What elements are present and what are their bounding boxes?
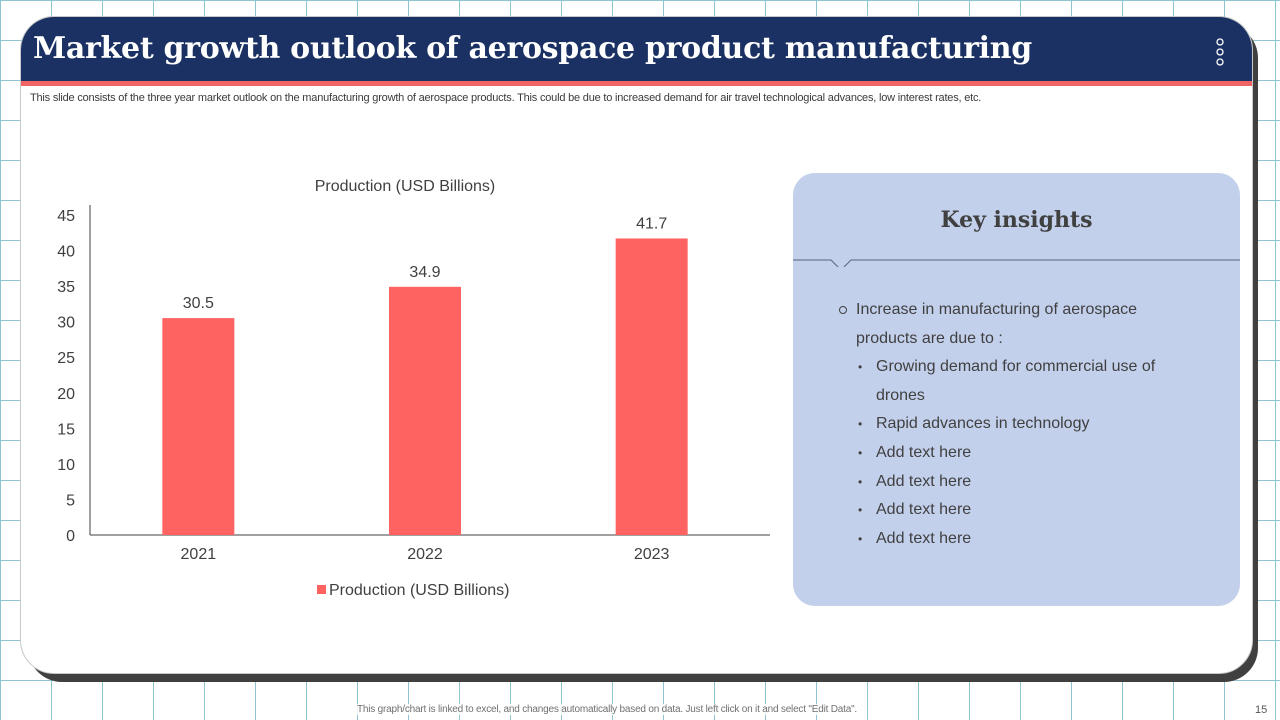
insight-sub-point: • Growing demand for commercial use of dr… (833, 353, 1193, 410)
x-tick-label: 2021 (181, 546, 217, 563)
legend-swatch (317, 585, 326, 594)
insight-sub-point-text: Add text here (876, 443, 972, 461)
insight-sub-point: • Add text here (833, 468, 1193, 497)
bar-chart[interactable]: Production (USD Billions) 0 5 10 15 20 25 30 35 4… (20, 160, 790, 620)
x-tick-label: 2023 (634, 546, 670, 563)
y-tick-label: 40 (57, 244, 75, 261)
dot-bullet-icon: • (858, 474, 863, 489)
bar (389, 286, 461, 535)
bar (615, 238, 688, 535)
dot-bullet-icon: • (858, 503, 863, 518)
bar-data-label: 30.5 (183, 295, 214, 312)
insights-list: Increase in manufacturing of aerospace p… (833, 296, 1193, 553)
page-number: 15 (1255, 704, 1268, 716)
y-tick-label: 25 (57, 350, 75, 367)
y-tick-label: 20 (57, 386, 75, 403)
bar (162, 318, 235, 535)
insight-sub-point: • Add text here (833, 525, 1193, 554)
header-bar: Market growth outlook of aerospace produ… (21, 17, 1252, 86)
insight-sub-point: • Add text here (833, 439, 1193, 468)
vertical-dots-icon[interactable] (1215, 37, 1225, 67)
dot-bullet-icon: • (858, 531, 863, 546)
y-tick-label: 35 (57, 279, 75, 296)
circle-bullet-icon (839, 306, 847, 314)
insight-sub-points: • Growing demand for commercial use of dr… (833, 353, 1193, 553)
y-tick-label: 0 (66, 528, 75, 545)
y-tick-label: 45 (57, 208, 75, 225)
footer-note: This graph/chart is linked to excel, and… (357, 704, 858, 715)
dot-bullet-icon: • (858, 360, 863, 375)
insight-main-point: Increase in manufacturing of aerospace p… (833, 296, 1193, 353)
insight-sub-point-text: Rapid advances in technology (876, 415, 1090, 433)
x-tick-label: 2022 (407, 546, 443, 563)
legend-label: Production (USD Billions) (329, 582, 510, 599)
insight-sub-point: • Add text here (833, 496, 1193, 525)
key-insights-panel: Key insights Increase in manufacturing o… (793, 173, 1240, 606)
dot-bullet-icon: • (858, 445, 863, 460)
insight-sub-point-text: Add text here (876, 501, 972, 519)
insight-sub-point-text: Add text here (876, 529, 972, 547)
slide-title: Market growth outlook of aerospace produ… (33, 31, 1032, 66)
insight-sub-point: • Rapid advances in technology (833, 410, 1193, 439)
y-tick-label: 10 (57, 457, 75, 474)
bar-data-label: 34.9 (409, 264, 440, 281)
slide-subtitle: This slide consists of the three year ma… (30, 92, 982, 104)
dot-bullet-icon: • (858, 417, 863, 432)
insights-title: Key insights (940, 207, 1093, 233)
bar-data-label: 41.7 (636, 215, 667, 232)
insight-main-text: Increase in manufacturing of aerospace p… (856, 301, 1138, 347)
y-tick-label: 30 (57, 315, 75, 332)
chart-title: Production (USD Billions) (315, 178, 496, 195)
y-tick-label: 15 (57, 421, 75, 438)
y-tick-label: 5 (66, 492, 75, 509)
insight-sub-point-text: Growing demand for commercial use of dro… (876, 358, 1156, 404)
insight-sub-point-text: Add text here (876, 472, 972, 490)
insights-divider (793, 259, 1240, 267)
